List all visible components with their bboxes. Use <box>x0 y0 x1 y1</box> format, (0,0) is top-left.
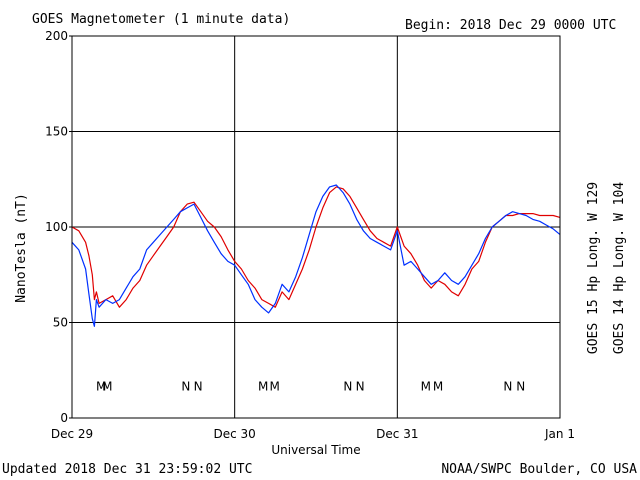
annotation-label: M <box>96 380 106 394</box>
annotation-label: N <box>194 380 203 394</box>
annotation-label: M <box>258 380 268 394</box>
legend-goes15: GOES 15 Hp Long. W 129 <box>586 182 601 354</box>
series-line-0 <box>71 186 561 308</box>
annotation-label: N <box>343 380 352 394</box>
updated-timestamp: Updated 2018 Dec 31 23:59:02 UTC <box>2 462 252 477</box>
x-tick-label: Jan 1 <box>544 427 575 441</box>
annotation-label: M <box>433 380 443 394</box>
series-line-1 <box>71 184 561 327</box>
y-tick-label: 100 <box>45 220 68 234</box>
y-axis-label: NanoTesla (nT) <box>14 193 29 303</box>
chart-title: GOES Magnetometer (1 minute data) <box>32 12 290 27</box>
y-tick-label: 50 <box>53 316 68 330</box>
annotation-label: N <box>516 380 525 394</box>
x-axis-label: Universal Time <box>271 443 360 457</box>
credit: NOAA/SWPC Boulder, CO USA <box>441 462 637 477</box>
annotation-label: M <box>269 380 279 394</box>
x-tick-labels: Dec 29 Dec 30 Dec 31 Jan 1 <box>51 427 575 441</box>
begin-time: Begin: 2018 Dec 29 0000 UTC <box>405 18 616 33</box>
y-tick-label: 0 <box>60 411 68 425</box>
annotation-layer: MM N N M M N N M M N N <box>96 380 525 394</box>
series-layer <box>71 184 561 327</box>
annotation-label: M <box>421 380 431 394</box>
annotation-label: M <box>102 380 112 394</box>
x-tick-label: Dec 30 <box>214 427 256 441</box>
x-tick-label: Dec 29 <box>51 427 93 441</box>
x-tick-label: Dec 31 <box>376 427 418 441</box>
y-tick-label: 200 <box>45 29 68 43</box>
annotation-label: N <box>356 380 365 394</box>
legend-goes14: GOES 14 Hp Long. W 104 <box>612 182 627 354</box>
y-tick-label: 150 <box>45 125 68 139</box>
annotation-label: N <box>181 380 190 394</box>
y-tick-labels: 0 50 100 150 200 <box>45 29 72 425</box>
annotation-label: N <box>503 380 512 394</box>
